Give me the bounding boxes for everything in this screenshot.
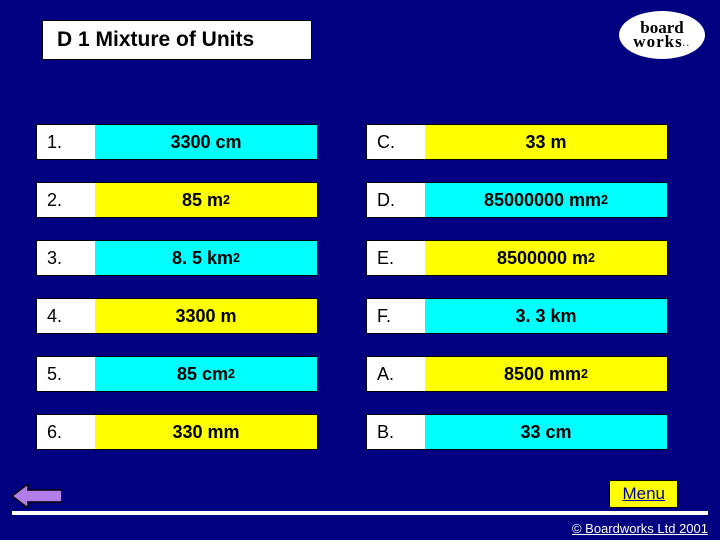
left-number: 6. [37, 415, 95, 449]
table-row: 5.85 cm2 A.8500 mm2 [36, 356, 684, 392]
right-value: 8500 mm2 [425, 357, 667, 391]
right-cell[interactable]: E.8500000 m2 [366, 240, 668, 276]
left-value: 85 cm2 [95, 357, 317, 391]
right-number: D. [367, 183, 425, 217]
brand-logo: board works.. [616, 8, 708, 62]
back-arrow-icon[interactable] [12, 484, 62, 513]
table-row: 6.330 mm B.33 cm [36, 414, 684, 450]
divider-line [12, 511, 708, 515]
left-value: 8. 5 km2 [95, 241, 317, 275]
menu-button[interactable]: Menu [609, 480, 678, 508]
logo-line2: works.. [633, 35, 690, 49]
right-value: 33 cm [425, 415, 667, 449]
left-cell[interactable]: 2.85 m2 [36, 182, 318, 218]
left-number: 4. [37, 299, 95, 333]
right-cell[interactable]: C.33 m [366, 124, 668, 160]
table-row: 1.3300 cm C.33 m [36, 124, 684, 160]
right-cell[interactable]: F.3. 3 km [366, 298, 668, 334]
left-cell[interactable]: 4.3300 m [36, 298, 318, 334]
right-value: 8500000 m2 [425, 241, 667, 275]
left-cell[interactable]: 1.3300 cm [36, 124, 318, 160]
right-number: A. [367, 357, 425, 391]
table-row: 3.8. 5 km2 E.8500000 m2 [36, 240, 684, 276]
left-value: 3300 cm [95, 125, 317, 159]
left-number: 2. [37, 183, 95, 217]
right-number: E. [367, 241, 425, 275]
right-cell[interactable]: B.33 cm [366, 414, 668, 450]
right-value: 3. 3 km [425, 299, 667, 333]
right-cell[interactable]: D.85000000 mm2 [366, 182, 668, 218]
right-value: 85000000 mm2 [425, 183, 667, 217]
left-number: 1. [37, 125, 95, 159]
left-cell[interactable]: 6.330 mm [36, 414, 318, 450]
units-grid: 1.3300 cm C.33 m 2.85 m2 D.85000000 mm2 3.8.… [36, 124, 684, 472]
table-row: 4.3300 m F.3. 3 km [36, 298, 684, 334]
table-row: 2.85 m2 D.85000000 mm2 [36, 182, 684, 218]
right-number: F. [367, 299, 425, 333]
left-cell[interactable]: 3.8. 5 km2 [36, 240, 318, 276]
right-value: 33 m [425, 125, 667, 159]
copyright-text: © Boardworks Ltd 2001 [572, 521, 708, 536]
left-value: 85 m2 [95, 183, 317, 217]
left-value: 330 mm [95, 415, 317, 449]
left-value: 3300 m [95, 299, 317, 333]
page-title: D 1 Mixture of Units [42, 20, 312, 60]
right-number: B. [367, 415, 425, 449]
right-cell[interactable]: A.8500 mm2 [366, 356, 668, 392]
left-number: 3. [37, 241, 95, 275]
right-number: C. [367, 125, 425, 159]
left-number: 5. [37, 357, 95, 391]
left-cell[interactable]: 5.85 cm2 [36, 356, 318, 392]
